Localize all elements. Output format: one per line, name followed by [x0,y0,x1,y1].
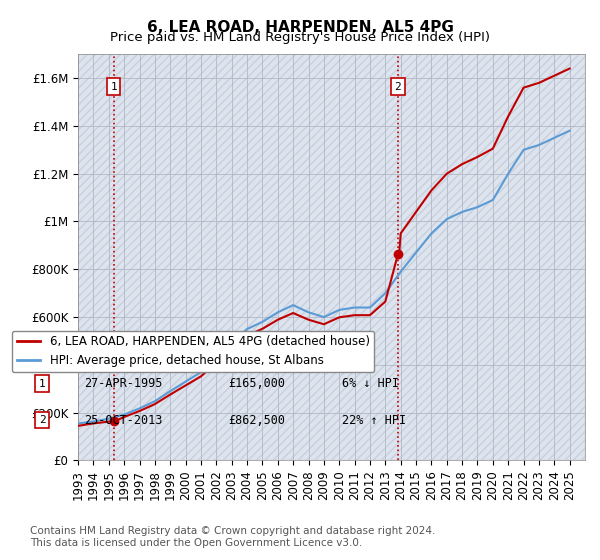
Text: 27-APR-1995: 27-APR-1995 [84,377,163,390]
Text: £862,500: £862,500 [228,413,285,427]
Text: Contains HM Land Registry data © Crown copyright and database right 2024.
This d: Contains HM Land Registry data © Crown c… [30,526,436,548]
Text: 6% ↓ HPI: 6% ↓ HPI [342,377,399,390]
Text: 2: 2 [395,82,401,92]
Text: Price paid vs. HM Land Registry's House Price Index (HPI): Price paid vs. HM Land Registry's House … [110,31,490,44]
Text: 1: 1 [38,379,46,389]
Text: 25-OCT-2013: 25-OCT-2013 [84,413,163,427]
Text: 22% ↑ HPI: 22% ↑ HPI [342,413,406,427]
Text: 2: 2 [38,415,46,425]
Text: 1: 1 [110,82,117,92]
Legend: 6, LEA ROAD, HARPENDEN, AL5 4PG (detached house), HPI: Average price, detached h: 6, LEA ROAD, HARPENDEN, AL5 4PG (detache… [12,331,374,372]
Text: £165,000: £165,000 [228,377,285,390]
Text: 6, LEA ROAD, HARPENDEN, AL5 4PG: 6, LEA ROAD, HARPENDEN, AL5 4PG [146,20,454,35]
